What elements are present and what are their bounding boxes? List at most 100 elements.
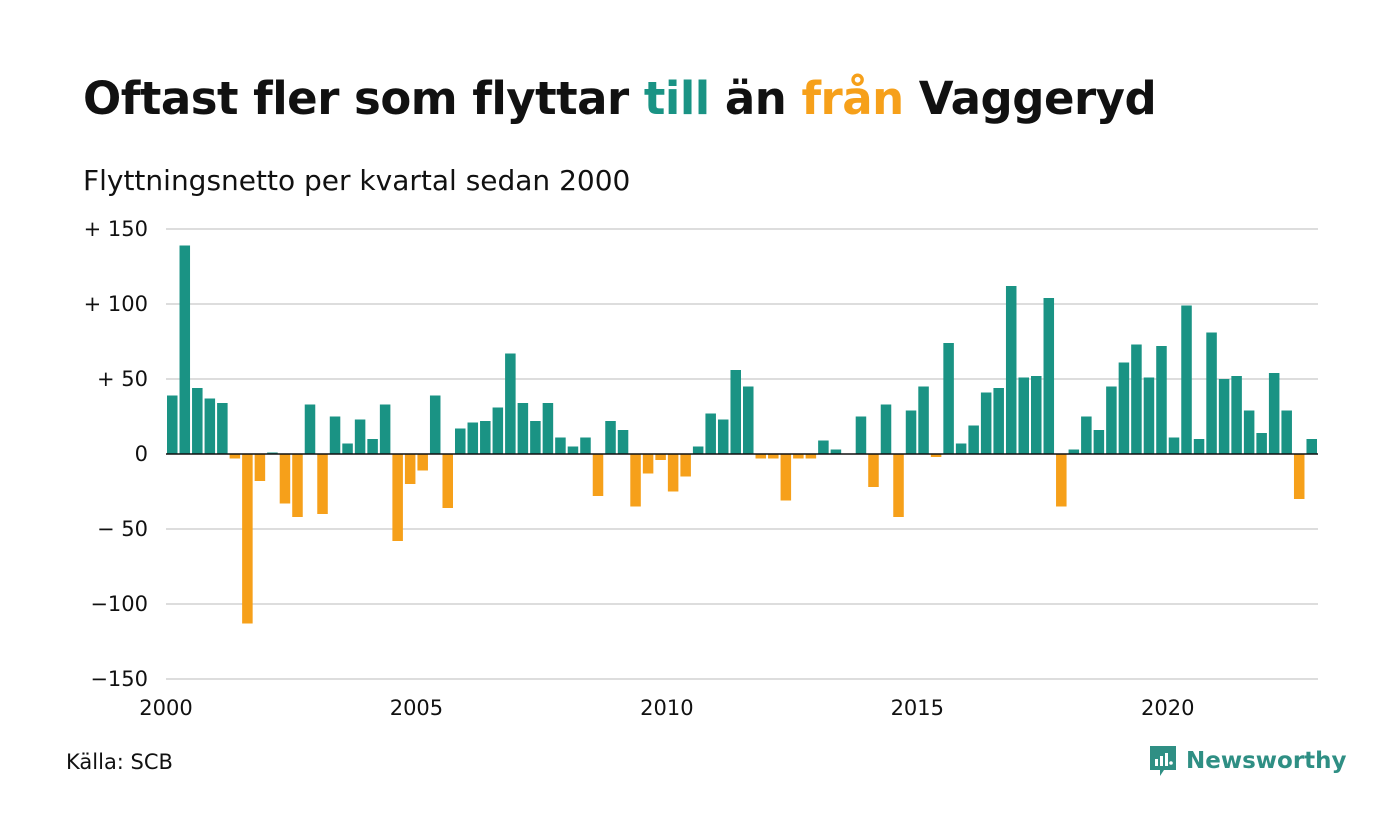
bar [229, 454, 241, 459]
bar [1031, 376, 1042, 454]
bar [1293, 454, 1305, 499]
bar [642, 454, 654, 474]
bar [254, 454, 266, 481]
bar [217, 403, 228, 454]
bar [605, 421, 616, 454]
x-tick-label: 2020 [1141, 696, 1194, 720]
bar [705, 413, 716, 454]
grid-lines [166, 228, 1318, 680]
bar [530, 421, 541, 454]
bar [855, 416, 867, 454]
bar [793, 454, 804, 459]
bar [1206, 332, 1217, 454]
chart-title: Oftast fler som flyttar till än från Vag… [83, 72, 1157, 125]
bar [780, 454, 792, 501]
bar [880, 404, 892, 454]
y-tick-label: + 100 [84, 292, 148, 316]
bar [342, 443, 353, 454]
bar [1143, 377, 1155, 454]
y-tick-label: −150 [90, 667, 148, 691]
bar [542, 403, 554, 454]
y-tick-label: 0 [135, 442, 148, 466]
bar [968, 425, 979, 454]
bar [417, 454, 428, 471]
y-tick-label: + 150 [84, 217, 148, 241]
title-till: till [643, 72, 710, 125]
bar [1043, 298, 1055, 454]
chart-subtitle: Flyttningsnetto per kvartal sedan 2000 [83, 164, 631, 197]
bar [379, 404, 391, 454]
bar [1281, 410, 1292, 454]
title-part3: Vaggeryd [903, 72, 1157, 125]
bar [755, 454, 767, 459]
bar [404, 454, 416, 484]
bar [592, 454, 604, 496]
bar [1056, 454, 1067, 507]
bar [467, 422, 479, 454]
bar [743, 386, 754, 454]
bar [692, 446, 704, 454]
bar [868, 454, 879, 487]
bar [429, 395, 441, 454]
y-tick-label: − 50 [97, 517, 148, 541]
title-part1: Oftast fler som flyttar [83, 72, 644, 125]
bar [1118, 362, 1130, 454]
bar [1068, 449, 1080, 454]
bar [505, 353, 516, 454]
bar [717, 419, 729, 454]
bar [567, 446, 579, 454]
bar [893, 454, 904, 517]
bar [1093, 430, 1105, 454]
x-tick-label: 2005 [390, 696, 443, 720]
bar [455, 428, 466, 454]
bar [480, 421, 491, 454]
bar [655, 454, 666, 460]
bar [517, 403, 529, 454]
bar [730, 370, 741, 454]
bar [1306, 439, 1317, 454]
bar [242, 454, 253, 624]
bar [830, 449, 842, 454]
bar [1156, 346, 1167, 454]
bars [167, 245, 1317, 624]
bar [492, 407, 504, 454]
bar [1218, 379, 1230, 454]
x-tick-label: 2015 [891, 696, 944, 720]
x-axis-labels: 2000 2005 2010 2015 2020 [139, 696, 1194, 720]
bar [1181, 305, 1192, 454]
bar [329, 416, 341, 454]
bar [1168, 437, 1180, 454]
bar [680, 454, 691, 477]
bar [204, 398, 216, 454]
source-label: Källa: SCB [66, 750, 173, 774]
bar [1018, 377, 1029, 454]
bar [930, 454, 942, 457]
y-tick-label: + 50 [97, 367, 148, 391]
bar [1131, 344, 1142, 454]
bar [918, 386, 929, 454]
brand-name: Newsworthy [1186, 748, 1347, 774]
bar [367, 439, 378, 454]
y-tick-label: −100 [90, 592, 148, 616]
bar [667, 454, 679, 492]
title-part2: än [709, 72, 802, 125]
bar [304, 404, 316, 454]
bar [955, 443, 967, 454]
bar [630, 454, 641, 507]
bar [805, 454, 817, 459]
bar [1106, 386, 1117, 454]
bar [580, 437, 591, 454]
x-tick-label: 2000 [139, 696, 192, 720]
newsworthy-logo-icon [1150, 746, 1176, 776]
bar [1243, 410, 1255, 454]
bar [617, 430, 629, 454]
bar [555, 437, 566, 454]
bar [1231, 376, 1242, 454]
bar [1268, 373, 1280, 454]
bar [1081, 416, 1092, 454]
bar [192, 388, 203, 454]
y-axis-labels: + 150 + 100 + 50 0 − 50 −100 −150 [84, 217, 148, 691]
x-tick-label: 2010 [640, 696, 693, 720]
bar [768, 454, 779, 459]
